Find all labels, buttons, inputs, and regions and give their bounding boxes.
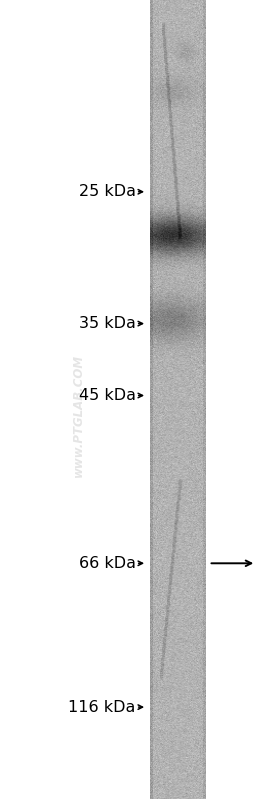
- Text: 66 kDa: 66 kDa: [79, 556, 136, 570]
- Text: www.PTGLAB.COM: www.PTGLAB.COM: [72, 354, 85, 477]
- Text: 35 kDa: 35 kDa: [79, 316, 136, 331]
- Text: 45 kDa: 45 kDa: [79, 388, 136, 403]
- Text: 116 kDa: 116 kDa: [68, 700, 136, 714]
- Text: 25 kDa: 25 kDa: [79, 185, 136, 199]
